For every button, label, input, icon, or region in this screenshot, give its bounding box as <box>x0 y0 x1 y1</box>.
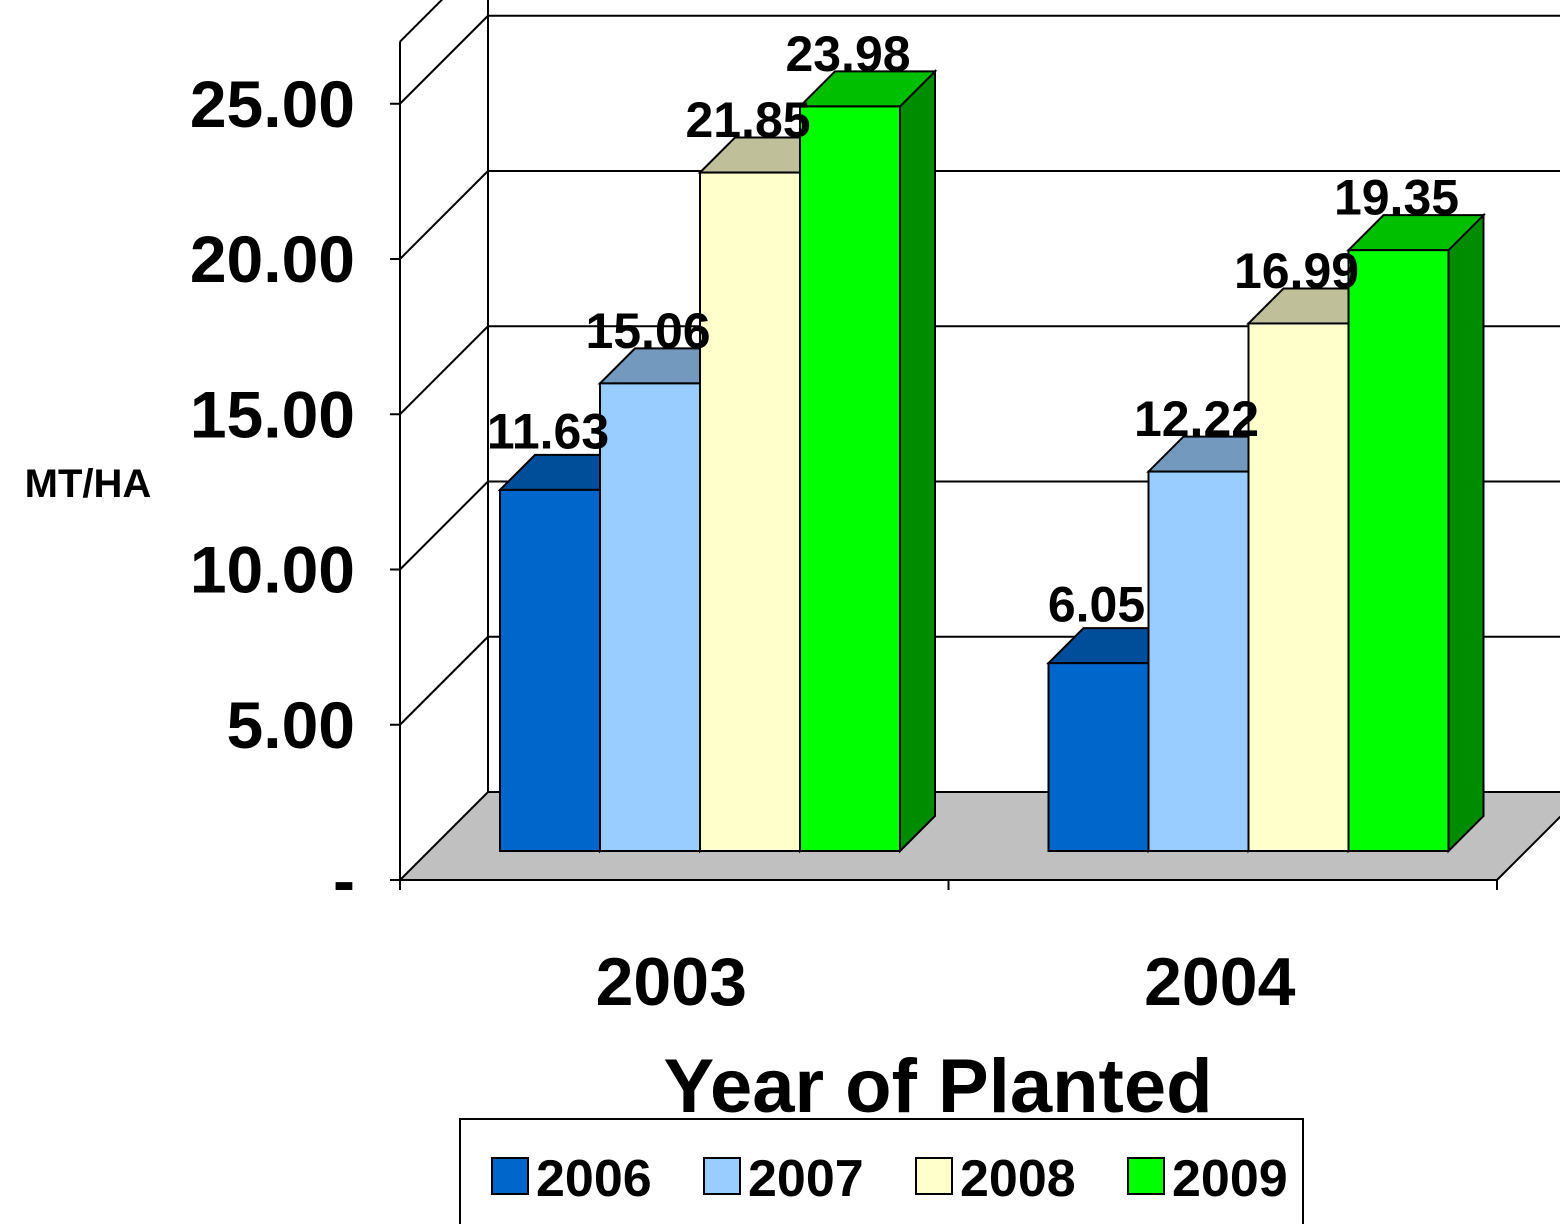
bar-front <box>1047 662 1150 853</box>
gridline-side <box>399 636 489 726</box>
x-axis-label: Year of Planted <box>663 1044 1212 1129</box>
bar-front <box>1247 322 1350 852</box>
data-label: 19.35 <box>1334 170 1459 226</box>
data-label: 6.05 <box>1048 577 1145 633</box>
bar-front <box>699 171 801 852</box>
y-tick-label: 25.00 <box>190 67 355 141</box>
y-tick-label: 5.00 <box>227 688 355 762</box>
legend-swatch <box>1127 1157 1165 1195</box>
legend-label: 2009 <box>1172 1150 1288 1208</box>
bar-side <box>1447 212 1485 854</box>
y-tick-label: 15.00 <box>190 377 355 451</box>
y-axis-label: MT/HA <box>25 462 152 506</box>
legend-swatch <box>915 1157 953 1195</box>
data-labels: 11.63 15.06 21.85 23.98 6.05 12.22 16.99 19.35 <box>487 26 1459 633</box>
legend-label: 2006 <box>536 1150 652 1208</box>
bar-side <box>899 69 936 854</box>
data-label: 15.06 <box>585 303 710 359</box>
gridline-side <box>399 170 489 260</box>
legend: 2006 2007 2008 2009 <box>459 1118 1304 1224</box>
x-tick-label: 2004 <box>1144 944 1295 1020</box>
data-label: 11.63 <box>487 403 609 459</box>
y-tick-label: 10.00 <box>190 533 355 607</box>
data-label: 12.22 <box>1134 391 1259 447</box>
bar-front <box>799 105 901 852</box>
data-label: 21.85 <box>685 92 810 148</box>
bar-2009-2003 <box>797 69 938 854</box>
legend-label: 2007 <box>748 1150 864 1208</box>
legend-label: 2008 <box>960 1150 1076 1208</box>
gridline-side <box>399 480 489 571</box>
bar-front <box>499 488 601 852</box>
data-label: 23.98 <box>785 26 910 82</box>
bar-front <box>1147 470 1250 852</box>
legend-swatch <box>491 1157 529 1195</box>
bars <box>497 69 1486 854</box>
bar-front <box>1347 249 1450 852</box>
legend-swatch <box>703 1157 741 1195</box>
gridline-side <box>399 15 489 105</box>
data-label: 16.99 <box>1234 243 1359 299</box>
x-tick-label: 2003 <box>596 944 747 1020</box>
gridline-side <box>399 325 489 415</box>
axes: - 5.00 10.00 15.00 20.00 25.00 2003 2004 <box>190 67 1498 1020</box>
bar-2009-2004 <box>1346 212 1486 854</box>
y-tick-label: - <box>333 843 355 917</box>
bar-front <box>599 382 701 852</box>
wall-top-edge <box>399 0 444 43</box>
y-tick-label: 20.00 <box>190 222 355 296</box>
